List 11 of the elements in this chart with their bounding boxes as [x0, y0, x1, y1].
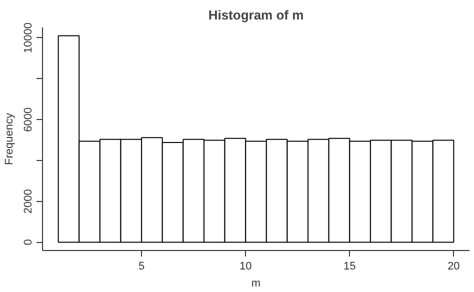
y-tick-label: 2000 [22, 189, 34, 214]
x-tick-label: 15 [344, 260, 356, 272]
x-tick-label: 20 [448, 260, 460, 272]
y-tick-label: 6000 [22, 107, 34, 132]
y-tick-label: 0 [22, 239, 34, 246]
chart-title: Histogram of m [208, 8, 304, 22]
x-axis-title: m [251, 278, 261, 290]
y-tick-label: 10000 [22, 22, 34, 54]
y-axis-title: Frequency [4, 112, 16, 165]
x-tick-label: 5 [138, 260, 145, 272]
x-tick-label: 10 [239, 260, 252, 272]
